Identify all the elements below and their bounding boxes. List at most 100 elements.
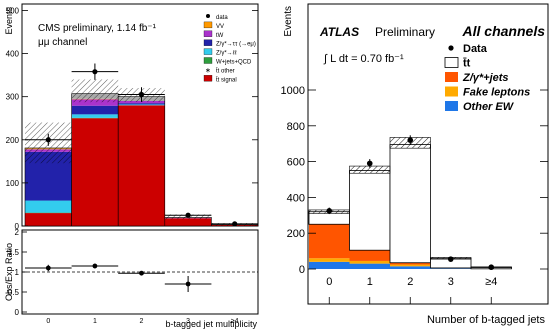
cms-ratio-point-3 — [185, 281, 191, 287]
atlas-legend-swatch-3 — [445, 86, 458, 97]
atlas-bar-0-2 — [390, 266, 431, 269]
cms-rtick-label-2: 2 — [15, 228, 20, 237]
atlas-legend-label-1: t̄t — [463, 58, 471, 70]
cms-data-point-3 — [185, 212, 191, 218]
atlas-data-point-1 — [366, 160, 373, 167]
cms-legend-label-3: Z/γ*→ττ (→eμ) — [216, 42, 256, 48]
cms-legend-label-6: t̄t other — [216, 68, 235, 75]
cms-title: CMS preliminary, 1.14 fb⁻¹ — [38, 23, 157, 34]
atlas-y-axis-label: Events — [283, 6, 294, 37]
atlas-ytick-label-600: 600 — [287, 157, 305, 169]
atlas-legend-marker-data — [448, 45, 454, 51]
cms-bar-2-0 — [25, 200, 72, 213]
cms-uncertainty-1 — [71, 79, 119, 103]
cms-ytick-label-100: 100 — [6, 179, 20, 188]
cms-legend: data VV tW Z/γ*→ττ (→eμ) Z/γ*→ℓℓ W+jets+QCD ∗ t… — [203, 14, 256, 84]
atlas-xtick-label-3: 3 — [448, 276, 454, 288]
cms-data-point-0 — [45, 137, 51, 143]
cms-bar-0-1 — [71, 118, 119, 226]
cms-legend-label-2: tW — [216, 33, 224, 39]
atlas-legend-label-2: Z/γ*+jets — [462, 72, 509, 84]
cms-ytick-label-400: 400 — [6, 50, 20, 59]
cms-bar-0-0 — [25, 213, 72, 226]
cms-ytick-label-500: 500 — [6, 6, 20, 15]
cms-bar-0-3 — [164, 218, 212, 226]
cms-rtick-label-1.5: 1.5 — [8, 248, 20, 257]
cms-legend-swatch-7 — [203, 75, 213, 82]
cms-ratio-point-2 — [139, 270, 144, 276]
cms-rtick-label-0.5: 0.5 — [8, 288, 20, 297]
cms-legend-swatch-3 — [203, 39, 213, 46]
atlas-xtick-label-2: 2 — [407, 276, 413, 288]
atlas-chart: 0 200 400 600 800 1000 0 1 2 3 ≥4 ATLAS Prelimina… — [281, 3, 549, 326]
cms-xtick-label-0: 0 — [46, 318, 50, 325]
atlas-bar-2-1 — [349, 250, 390, 261]
cms-bar-4-1 — [71, 99, 119, 106]
atlas-xtick-label-4: ≥4 — [485, 276, 497, 288]
cms-legend-label-5: W+jets+QCD — [216, 60, 252, 66]
atlas-ytick-label-800: 800 — [287, 121, 305, 133]
cms-xtick-label-1: 1 — [93, 318, 97, 325]
atlas-bar-0-0 — [309, 261, 350, 269]
atlas-bar-1-2 — [390, 264, 431, 267]
atlas-legend-swatch-2 — [445, 72, 458, 82]
atlas-legend-label-3: Fake leptons — [463, 87, 530, 99]
cms-legend-marker-ttother: ∗ — [205, 67, 211, 74]
atlas-legend-swatch-4 — [445, 101, 458, 111]
atlas-xtick-label-1: 1 — [367, 276, 373, 288]
atlas-status-label: Preliminary — [375, 25, 435, 39]
cms-legend-label-0: data — [216, 15, 228, 21]
atlas-bar-1-0 — [309, 258, 350, 262]
atlas-ytick-label-0: 0 — [299, 264, 305, 276]
cms-ytick-label-0: 0 — [15, 222, 20, 231]
cms-ytick-label-300: 300 — [6, 93, 20, 102]
atlas-x-axis-label: Number of b-tagged jets — [427, 314, 546, 326]
atlas-data-point-3 — [447, 256, 454, 262]
atlas-experiment-label: ATLAS — [319, 25, 359, 39]
cms-legend-label-4: Z/γ*→ℓℓ — [216, 50, 237, 57]
atlas-bar-1-1 — [349, 260, 390, 264]
atlas-data-point-4 — [488, 264, 495, 271]
atlas-bar-0-1 — [349, 263, 390, 269]
atlas-title: All channels — [462, 23, 546, 39]
atlas-data-point-0 — [326, 208, 333, 214]
cms-xtick-label-2: 2 — [140, 318, 144, 325]
cms-ratio-y-axis-label: Obs/Exp Ratio — [4, 243, 14, 301]
atlas-luminosity: ∫ L dt = 0.70 fb⁻¹ — [323, 53, 404, 65]
atlas-ytick-label-1000: 1000 — [281, 85, 305, 97]
cms-legend-swatch-4 — [203, 48, 213, 55]
atlas-bar-2-0 — [309, 224, 350, 259]
cms-rtick-label-1: 1 — [15, 268, 20, 277]
cms-bar-2-1 — [71, 114, 119, 118]
cms-bar-4-2 — [118, 100, 165, 104]
cms-y-axis-label: Events — [4, 7, 14, 35]
atlas-bar-3-1 — [349, 170, 391, 251]
atlas-legend-label-4: Other EW — [463, 101, 515, 113]
atlas-legend-label-0: Data — [463, 43, 488, 55]
cms-subtitle: μμ channel — [38, 37, 87, 48]
cms-ratio-point-0 — [45, 265, 51, 271]
atlas-data-point-2 — [407, 137, 414, 143]
cms-legend-label-1: VV — [216, 24, 224, 30]
cms-xtick-label-4: ≥4 — [231, 318, 239, 325]
cms-legend-swatch-2 — [203, 30, 213, 37]
cms-xtick-label-3: 3 — [186, 318, 190, 325]
atlas-bar-0-3 — [430, 268, 471, 269]
cms-bar-3-1 — [71, 105, 119, 115]
cms-rtick-label-0: 0 — [15, 308, 20, 317]
atlas-xtick-label-0: 0 — [326, 276, 332, 288]
cms-bar-3-2 — [118, 103, 165, 105]
atlas-ytick-label-400: 400 — [287, 192, 305, 204]
cms-ytick-label-200: 200 — [6, 136, 20, 145]
atlas-bar-2-2 — [390, 262, 431, 265]
cms-ratio-point-1 — [92, 263, 98, 269]
atlas-legend: Data t̄t Z/γ*+jets Fake leptons Other EW — [444, 43, 530, 113]
atlas-ytick-label-200: 200 — [287, 228, 305, 240]
cms-legend-label-7: t̄t signal — [216, 77, 237, 84]
cms-legend-swatch-1 — [203, 21, 213, 29]
cms-data-point-2 — [138, 91, 145, 98]
cms-bar-2-2 — [118, 104, 165, 106]
atlas-bar-3-2 — [389, 144, 431, 264]
cms-data-point-1 — [92, 69, 98, 75]
